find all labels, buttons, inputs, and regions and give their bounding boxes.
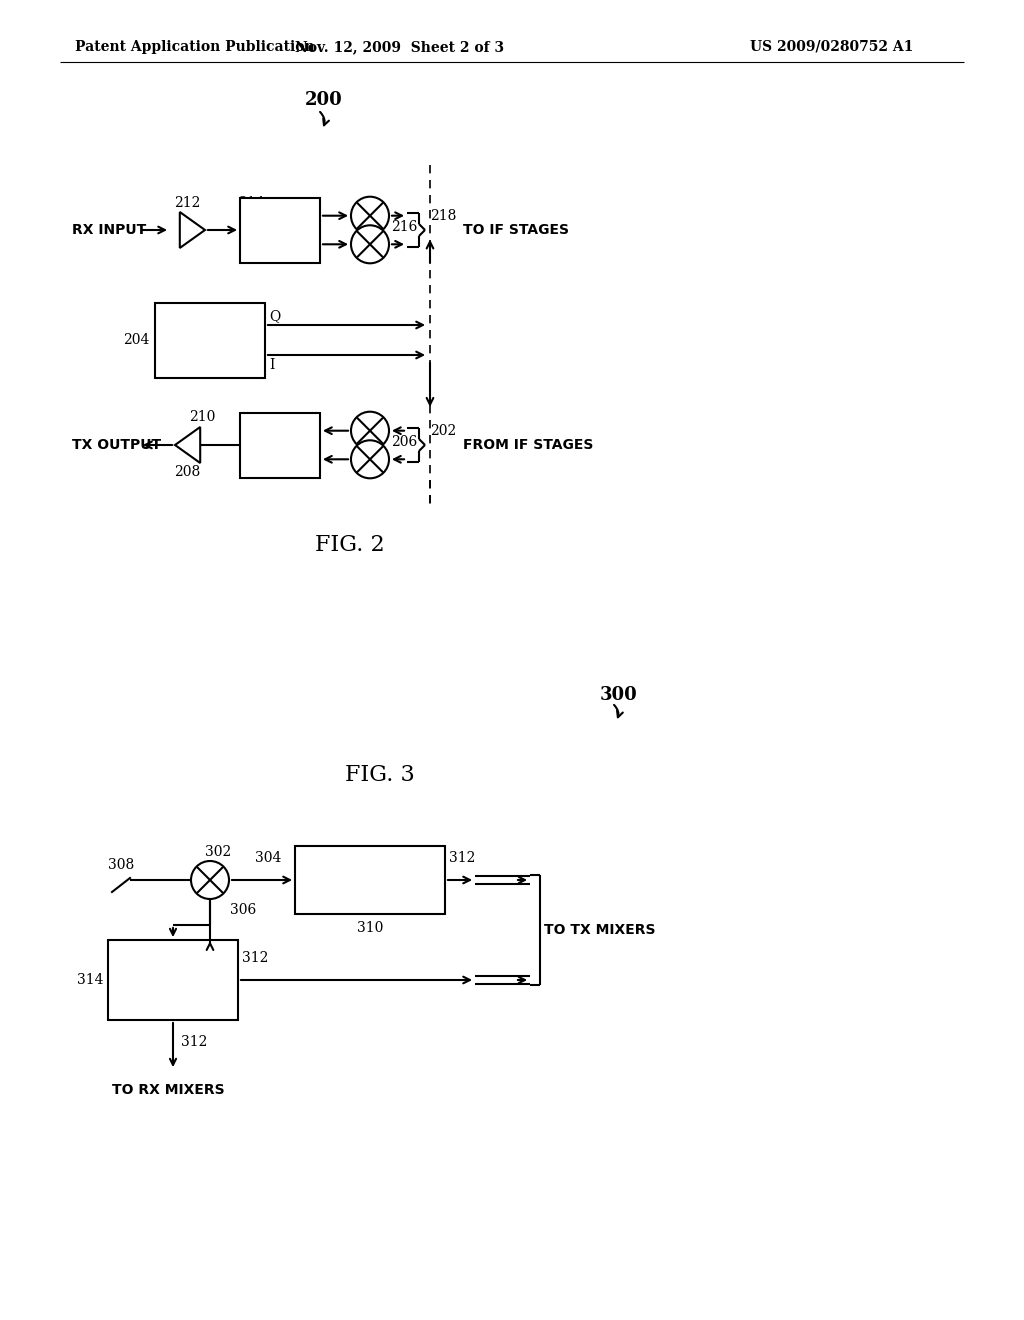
Text: 310: 310 [356, 921, 383, 935]
Text: 306: 306 [230, 903, 256, 917]
Text: 206: 206 [391, 436, 417, 449]
Text: FROM IF STAGES: FROM IF STAGES [463, 438, 593, 451]
Text: 202: 202 [430, 424, 457, 438]
Text: Q: Q [269, 309, 281, 323]
Text: 210: 210 [188, 411, 215, 424]
Text: FIG. 2: FIG. 2 [315, 535, 385, 556]
Circle shape [351, 226, 389, 263]
Text: 300: 300 [600, 686, 638, 704]
Text: 204: 204 [123, 333, 150, 347]
Text: Nov. 12, 2009  Sheet 2 of 3: Nov. 12, 2009 Sheet 2 of 3 [296, 40, 505, 54]
Text: 216: 216 [391, 220, 418, 234]
Polygon shape [180, 213, 205, 248]
Text: 218: 218 [430, 209, 457, 223]
Text: 208: 208 [174, 465, 200, 479]
Text: FIG. 3: FIG. 3 [345, 764, 415, 785]
Text: RX INPUT: RX INPUT [72, 223, 146, 238]
Bar [240, 198, 319, 263]
Text: 312: 312 [449, 851, 475, 865]
Circle shape [191, 861, 229, 899]
Text: 308: 308 [108, 858, 134, 873]
Text: 304: 304 [255, 851, 282, 865]
Text: TO TX MIXERS: TO TX MIXERS [544, 923, 655, 937]
Text: TX OUTPUT: TX OUTPUT [72, 438, 161, 451]
Text: 312: 312 [242, 950, 268, 965]
Text: 214: 214 [238, 195, 264, 210]
Bar [108, 940, 238, 1020]
Bar [295, 846, 445, 913]
Circle shape [351, 412, 389, 450]
Circle shape [351, 441, 389, 478]
Circle shape [351, 197, 389, 235]
Text: US 2009/0280752 A1: US 2009/0280752 A1 [750, 40, 913, 54]
Text: I: I [269, 358, 274, 372]
Text: 314: 314 [77, 973, 103, 987]
Polygon shape [175, 426, 201, 463]
Text: 200: 200 [305, 91, 343, 110]
Text: TO RX MIXERS: TO RX MIXERS [112, 1082, 224, 1097]
Text: 212: 212 [174, 195, 200, 210]
Text: 312: 312 [181, 1035, 208, 1049]
Text: 302: 302 [205, 845, 231, 859]
Text: Patent Application Publication: Patent Application Publication [75, 40, 314, 54]
Text: TO IF STAGES: TO IF STAGES [463, 223, 569, 238]
Bar [240, 412, 319, 478]
Bar [155, 302, 265, 378]
